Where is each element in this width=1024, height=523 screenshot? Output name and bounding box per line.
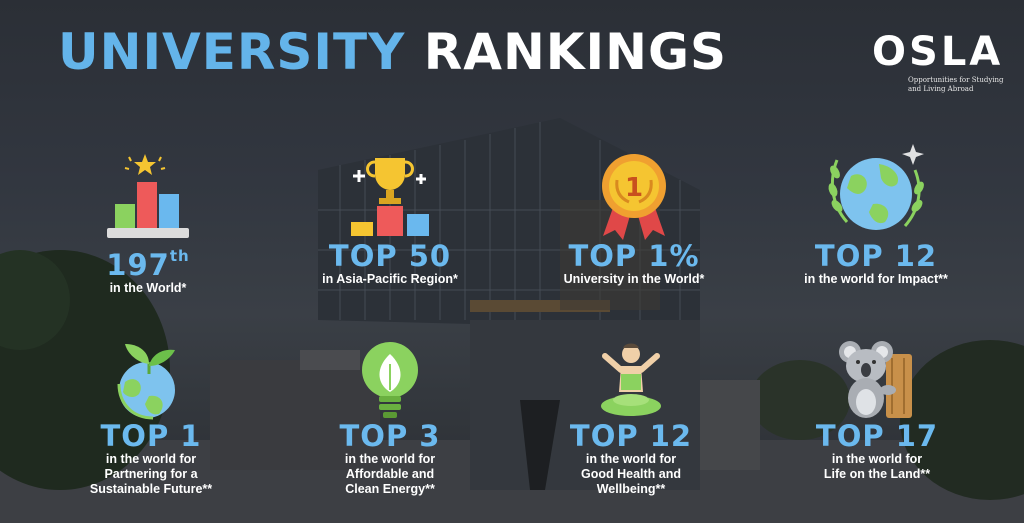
- stat-description-line-1: in the world for: [105, 452, 197, 466]
- stat-life-on-land: TOP 17 in the world for Life on the Land…: [792, 340, 962, 482]
- stat-top-percent: 1 TOP 1% University in the World*: [544, 152, 724, 287]
- logo-tagline-line-1: Opportunities for Studying: [908, 76, 1004, 84]
- stat-rank: TOP 3: [339, 419, 441, 453]
- stat-description-line-3: Sustainable Future**: [89, 482, 213, 496]
- stat-description-line-2: Good Health and: [581, 467, 681, 481]
- logo-tagline-line-2: and Living Abroad: [908, 85, 974, 93]
- stat-rank-suffix: th: [169, 247, 190, 265]
- title-part-university: UNIVERSITY: [58, 23, 406, 81]
- stat-description: in Asia-Pacific Region*: [322, 272, 458, 286]
- stat-description-line-3: Clean Energy**: [345, 482, 435, 496]
- stat-rank: TOP 1%: [568, 239, 700, 273]
- stat-description-line-2: Affordable and: [345, 467, 435, 481]
- stat-description-line-1: in the world for: [344, 452, 436, 466]
- stat-description: in the world for Impact**: [804, 272, 948, 286]
- stat-rank: TOP 1: [100, 419, 202, 453]
- stat-rank: TOP 50: [328, 239, 452, 273]
- stat-description-line-1: in the world for: [831, 452, 923, 466]
- stat-description: University in the World*: [563, 272, 705, 286]
- koala-icon: [839, 341, 912, 418]
- stat-partnering: TOP 1 in the world for Partnering for a …: [76, 340, 226, 497]
- stat-clean-energy: TOP 3 in the world for Affordable and Cl…: [320, 340, 460, 497]
- title-part-rankings: RANKINGS: [423, 23, 728, 81]
- logo-mark: OSLA: [872, 29, 1004, 75]
- bar-chart-star-icon: [107, 154, 189, 238]
- stat-description-line-3: Wellbeing**: [596, 482, 666, 496]
- stat-description-line-2: Life on the Land**: [823, 467, 931, 481]
- stat-description: in the World*: [109, 281, 187, 295]
- globe-leaves-icon: [828, 144, 924, 230]
- svg-text:1: 1: [625, 173, 643, 203]
- osla-logo: OSLA Opportunities for Studying and Livi…: [872, 30, 1012, 94]
- earth-sprout-icon: [117, 344, 175, 420]
- yoga-person-icon: [601, 343, 661, 416]
- stat-description-line-1: in the world for: [585, 452, 677, 466]
- stat-asia-pacific: TOP 50 in Asia-Pacific Region*: [300, 152, 480, 287]
- stat-world-rank: 197th in the World*: [78, 152, 218, 296]
- stat-rank-number: 197: [106, 248, 170, 282]
- stat-description-line-2: Partnering for a: [104, 467, 198, 481]
- eco-lightbulb-icon: [362, 342, 418, 418]
- trophy-podium-icon: [351, 158, 429, 236]
- logo-tagline: Opportunities for Studying and Living Ab…: [908, 76, 1008, 94]
- medal-icon: 1: [602, 154, 666, 240]
- page-title: UNIVERSITY RANKINGS: [58, 22, 727, 82]
- stat-rank: 197th: [78, 240, 218, 281]
- stat-rank: TOP 17: [815, 419, 939, 453]
- stat-impact: TOP 12 in the world for Impact**: [786, 140, 966, 287]
- stat-good-health: TOP 12 in the world for Good Health and …: [556, 340, 706, 497]
- stat-rank: TOP 12: [569, 419, 693, 453]
- stat-rank: TOP 12: [814, 239, 938, 273]
